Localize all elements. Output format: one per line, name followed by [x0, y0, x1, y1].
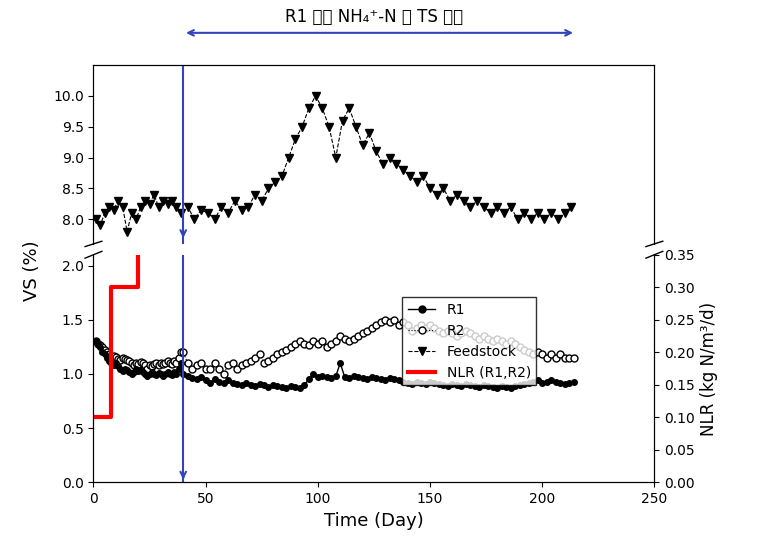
Text: VS (%): VS (%): [23, 241, 41, 301]
Legend: R1, R2, Feedstock, NLR (R1,R2): R1, R2, Feedstock, NLR (R1,R2): [402, 297, 537, 385]
Text: R1 내부 NH₄⁺-N 및 TS 조절: R1 내부 NH₄⁺-N 및 TS 조절: [285, 8, 463, 25]
X-axis label: Time (Day): Time (Day): [324, 512, 424, 530]
Y-axis label: NLR (kg N/m³/d): NLR (kg N/m³/d): [700, 301, 718, 436]
